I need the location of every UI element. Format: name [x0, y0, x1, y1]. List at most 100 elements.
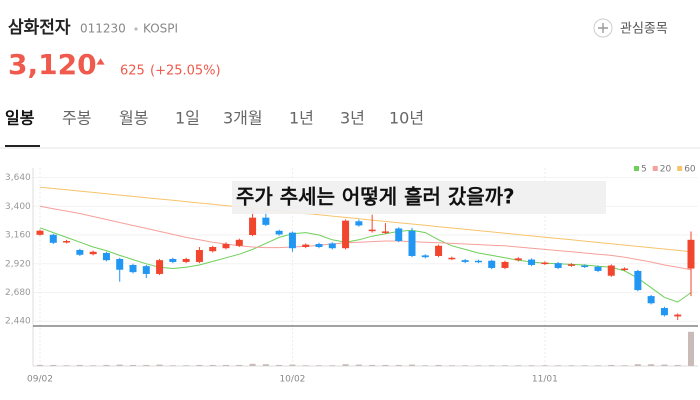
candle-body — [607, 265, 615, 276]
volume-bar — [316, 365, 322, 366]
volume-bar — [302, 365, 309, 366]
stock-market: KOSPI — [143, 22, 178, 36]
tab[interactable]: 1일 — [175, 109, 200, 128]
volume-bar — [555, 365, 562, 366]
volume-bar — [634, 364, 641, 366]
candle-body — [288, 232, 296, 249]
tab[interactable]: 주봉 — [62, 109, 91, 128]
candle-body — [514, 258, 522, 261]
candle-body — [528, 259, 536, 265]
chart-title: 주가 추세는 어떻게 흘러 갔을까? — [236, 185, 515, 209]
volume-bar — [223, 364, 229, 366]
volume-bar — [236, 364, 243, 366]
candle-body — [89, 251, 97, 255]
tab[interactable]: 3년 — [340, 109, 365, 128]
volume-bar — [608, 364, 615, 366]
volume-bar — [63, 365, 70, 366]
watch-icon[interactable] — [593, 18, 613, 38]
tabs: 일봉 주봉 월봉 1일 3개월 1년 3년 10년 — [5, 109, 424, 128]
legend-label: 5 — [641, 165, 647, 175]
tab[interactable]: 1년 — [289, 109, 314, 128]
volume-bar — [37, 364, 43, 366]
candle-body — [195, 249, 203, 262]
candle-body — [235, 239, 243, 246]
candle-body — [169, 258, 177, 262]
candle-body — [408, 230, 416, 256]
volume-bar — [382, 364, 389, 366]
candle-body — [36, 230, 44, 235]
candle-body — [567, 264, 575, 266]
candle-body — [687, 239, 695, 269]
volume-bar — [515, 365, 522, 366]
tab[interactable]: 월봉 — [119, 109, 148, 128]
volume-bar — [621, 365, 628, 366]
volume-bar — [648, 364, 655, 366]
volume-bar — [355, 364, 362, 366]
x-tick-label: 11/01 — [532, 375, 558, 385]
volume-bar — [568, 365, 575, 366]
y-tick-label: 2,920 — [5, 259, 31, 269]
candle-body — [647, 296, 655, 304]
candle-body — [342, 220, 350, 249]
stock-name: 삼화전자 — [8, 18, 71, 38]
candle-body — [381, 231, 389, 233]
volume-bar — [422, 365, 429, 366]
legend-swatch — [652, 166, 658, 171]
watchlist-button[interactable]: 관심종목 — [620, 22, 668, 37]
tab[interactable]: 일봉 — [5, 109, 35, 128]
candle-body — [634, 270, 642, 291]
volume-bar — [143, 364, 150, 366]
volume-bar — [395, 364, 402, 366]
candle-body — [674, 314, 682, 317]
y-tick-label: 3,400 — [5, 202, 31, 212]
plus-icon — [598, 23, 608, 33]
volume-bar — [262, 364, 269, 366]
tab[interactable]: 10년 — [389, 109, 424, 128]
title-box — [232, 181, 606, 214]
candle-body — [368, 229, 376, 232]
volume-bar — [209, 364, 216, 366]
volume-bar — [688, 331, 694, 366]
y-tick-label: 2,440 — [5, 317, 31, 327]
candle-body — [142, 266, 150, 274]
volume-bar — [369, 364, 376, 366]
volume-bar — [528, 365, 535, 366]
x-tick-label: 09/02 — [27, 375, 53, 385]
candle-body — [49, 234, 57, 243]
candle-body — [448, 257, 456, 260]
volume-bar — [488, 365, 495, 366]
price: 3,120 — [8, 48, 97, 81]
candle-body — [76, 249, 84, 255]
volume-bar — [249, 363, 256, 366]
candle-body — [262, 217, 270, 225]
candle-body — [129, 264, 137, 273]
legend-label: 60 — [684, 165, 696, 175]
volume-bar — [661, 364, 668, 366]
y-tick-label: 3,640 — [5, 173, 31, 183]
tab[interactable]: 3개월 — [223, 109, 263, 128]
volume-bar — [674, 364, 681, 366]
volume-bar — [409, 364, 415, 366]
separator-dot — [134, 27, 138, 31]
legend-swatch — [677, 166, 683, 171]
candle-body — [315, 244, 323, 247]
candle-body — [63, 241, 71, 243]
candle-body — [488, 260, 496, 268]
volume-bar — [342, 364, 349, 366]
volume-bar — [130, 364, 136, 366]
candle-body — [156, 260, 164, 274]
volume-bar — [475, 365, 482, 366]
legend-swatch — [634, 166, 639, 171]
legend-label: 20 — [660, 165, 672, 175]
candle-body — [302, 244, 310, 247]
volume-bar — [541, 365, 548, 366]
candle-body — [328, 243, 336, 249]
candle-body — [501, 261, 509, 268]
volume-bar — [462, 365, 469, 366]
stock-code: 011230 — [80, 22, 126, 36]
ma-line — [39, 205, 692, 271]
candle-body — [275, 230, 283, 235]
volume-bar — [595, 365, 601, 366]
candle-body — [421, 255, 429, 258]
volume-bar — [289, 364, 296, 366]
